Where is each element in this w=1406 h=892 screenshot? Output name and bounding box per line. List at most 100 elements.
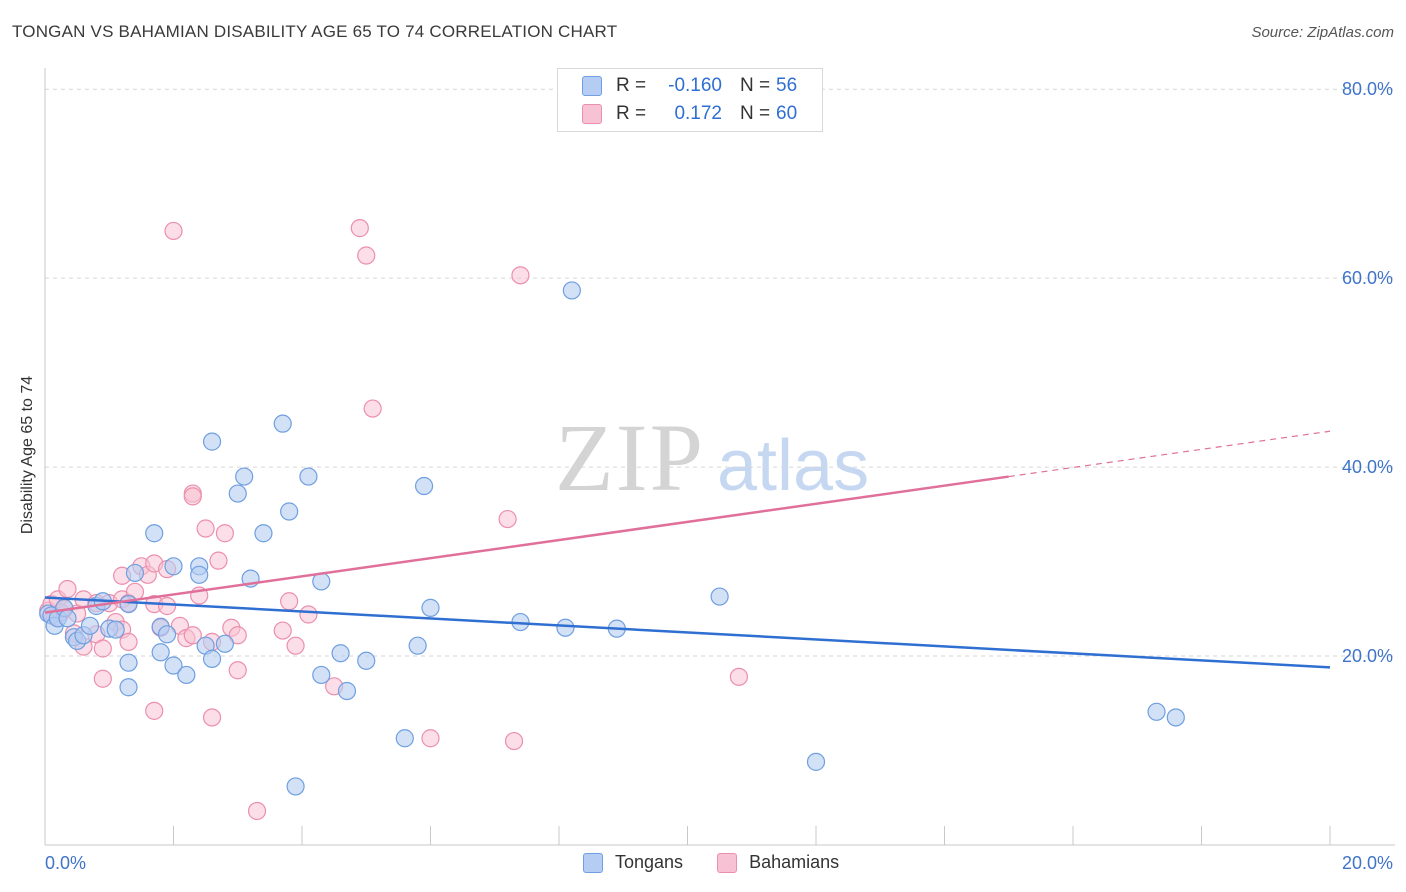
bahamian-point bbox=[209, 551, 228, 570]
bahamian-trend-line bbox=[44, 475, 1009, 614]
bahamian-point bbox=[58, 579, 77, 599]
bahamian-point bbox=[93, 639, 112, 658]
tongan-point bbox=[331, 644, 350, 663]
bahamian-point bbox=[357, 246, 376, 265]
legend-r-value: 0.172 bbox=[674, 103, 722, 124]
bahamian-point bbox=[119, 632, 138, 651]
bahamian-point bbox=[157, 596, 177, 616]
legend-item-tongans: Tongans bbox=[583, 852, 683, 873]
tongan-point bbox=[177, 665, 196, 685]
tongan-point bbox=[151, 643, 170, 662]
tongan-point bbox=[1147, 702, 1166, 721]
bahamian-point bbox=[145, 701, 164, 720]
tongan-point bbox=[562, 281, 581, 300]
tongan-point bbox=[806, 752, 826, 771]
legend-n-label: N = bbox=[740, 103, 771, 124]
y-tick-label: 60.0% bbox=[1342, 268, 1393, 288]
bahamian-point bbox=[164, 221, 183, 241]
tongan-point bbox=[58, 609, 77, 628]
legend-r-label: R = bbox=[616, 103, 647, 124]
legend-row-tongans: R = -0.160 N = 56 bbox=[582, 74, 797, 98]
y-tick-label: 40.0% bbox=[1342, 457, 1393, 477]
tongan-point bbox=[408, 636, 427, 655]
tongan-point bbox=[119, 653, 138, 672]
legend-r-value: -0.160 bbox=[668, 75, 722, 96]
legend-row-bahamians: R = 0.172 N = 60 bbox=[582, 102, 797, 126]
legend-label-bahamians: Bahamians bbox=[749, 852, 840, 872]
bahamian-point bbox=[504, 731, 524, 751]
bahamian-point bbox=[247, 801, 267, 821]
correlation-legend: R = -0.160 N = 56 R = 0.172 N = 60 bbox=[557, 68, 823, 132]
bahamian-point bbox=[363, 399, 382, 418]
tongan-point bbox=[312, 665, 331, 685]
tongan-point bbox=[164, 656, 183, 675]
tongan-point bbox=[299, 467, 318, 486]
tongan-point bbox=[119, 594, 138, 614]
tongan-point bbox=[145, 524, 164, 543]
bahamian-point bbox=[498, 509, 517, 529]
legend-n-value: 56 bbox=[776, 75, 798, 96]
x-tick-label: 0.0% bbox=[45, 853, 86, 873]
bahamian-trend-extension bbox=[1008, 430, 1331, 478]
tongan-point bbox=[280, 502, 299, 521]
tongan-point bbox=[254, 524, 273, 543]
legend-r-label: R = bbox=[616, 75, 647, 96]
tongan-point bbox=[273, 414, 292, 433]
bahamians-swatch bbox=[717, 852, 738, 873]
x-tick-label: 20.0% bbox=[1342, 853, 1393, 873]
tongan-point bbox=[80, 616, 100, 635]
bahamian-point bbox=[273, 621, 292, 640]
watermark-zip: ZIP bbox=[555, 404, 705, 511]
watermark-atlas: atlas bbox=[717, 426, 869, 506]
bahamian-point bbox=[350, 219, 369, 238]
tongan-point bbox=[106, 620, 125, 639]
tongan-point bbox=[421, 598, 440, 617]
legend-n-value: 60 bbox=[776, 103, 798, 124]
tongan-point bbox=[710, 587, 729, 606]
tongans-swatch bbox=[582, 76, 602, 96]
tongan-point bbox=[125, 563, 145, 583]
tongan-point bbox=[164, 557, 183, 576]
tongan-point bbox=[228, 484, 247, 503]
tongan-point bbox=[235, 467, 254, 486]
bahamian-point bbox=[183, 487, 202, 506]
tongan-point bbox=[157, 625, 177, 644]
bahamian-point bbox=[228, 626, 247, 645]
y-tick-label: 80.0% bbox=[1342, 79, 1393, 99]
bahamian-point bbox=[286, 636, 305, 655]
source-note: Source: ZipAtlas.com bbox=[1251, 24, 1394, 41]
tongan-point bbox=[286, 777, 305, 796]
tongan-point bbox=[357, 651, 376, 670]
chart-title: TONGAN VS BAHAMIAN DISABILITY AGE 65 TO … bbox=[12, 22, 618, 41]
tongan-point bbox=[414, 476, 434, 496]
legend-item-bahamians: Bahamians bbox=[717, 852, 839, 873]
tongans-swatch bbox=[583, 852, 603, 873]
tongan-point bbox=[1166, 708, 1185, 727]
series-legend: Tongans Bahamians bbox=[583, 852, 873, 873]
tongan-point bbox=[337, 681, 357, 701]
tongan-trend-line bbox=[44, 596, 1331, 669]
bahamian-point bbox=[196, 519, 215, 538]
bahamian-point bbox=[183, 626, 202, 645]
y-tick-label: 20.0% bbox=[1342, 646, 1393, 666]
bahamian-point bbox=[729, 667, 749, 686]
bahamian-point bbox=[215, 524, 234, 543]
bahamian-point bbox=[421, 729, 440, 748]
bahamian-point bbox=[299, 605, 318, 624]
bahamian-point bbox=[93, 669, 112, 688]
tongan-point bbox=[395, 729, 414, 748]
tongan-point bbox=[190, 565, 209, 584]
legend-n-label: N = bbox=[740, 75, 771, 96]
bahamians-swatch bbox=[582, 104, 602, 124]
tongan-point bbox=[202, 649, 222, 668]
bahamian-point bbox=[511, 266, 530, 285]
tongan-point bbox=[556, 618, 575, 637]
bahamian-point bbox=[228, 661, 247, 680]
bahamian-point bbox=[280, 592, 299, 611]
tongan-point bbox=[202, 432, 222, 451]
bahamian-point bbox=[202, 708, 222, 727]
tongan-point bbox=[215, 634, 234, 653]
tongan-point bbox=[119, 678, 138, 697]
legend-label-tongans: Tongans bbox=[615, 852, 684, 872]
